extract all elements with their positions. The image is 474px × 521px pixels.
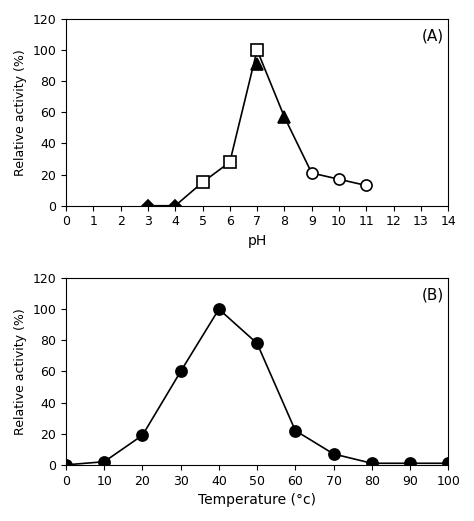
Text: (B): (B) [421,288,444,302]
Y-axis label: Relative activity (%): Relative activity (%) [14,308,27,435]
Y-axis label: Relative activity (%): Relative activity (%) [14,49,27,176]
Text: (A): (A) [421,28,444,43]
X-axis label: pH: pH [247,234,267,248]
X-axis label: Temperature (°c): Temperature (°c) [198,493,316,507]
